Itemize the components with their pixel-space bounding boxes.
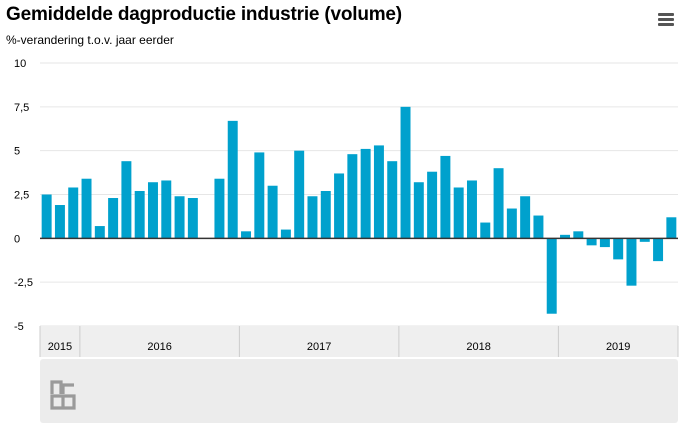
bar	[68, 187, 79, 239]
hamburger-menu-icon[interactable]	[656, 10, 676, 28]
bar	[54, 205, 65, 239]
bar	[147, 182, 158, 239]
bar	[373, 145, 384, 239]
y-tick-label: 7,5	[14, 102, 29, 114]
bar	[81, 178, 92, 239]
x-axis-band	[39, 326, 679, 357]
bar	[413, 182, 424, 239]
bar	[506, 208, 517, 239]
chart-subtitle: %-verandering t.o.v. jaar eerder	[6, 33, 174, 47]
bar	[653, 238, 664, 262]
bar	[440, 155, 451, 239]
bar	[480, 222, 491, 239]
x-year-label: 2015	[48, 341, 72, 353]
chart-title: Gemiddelde dagproductie industrie (volum…	[6, 4, 402, 25]
bar	[174, 196, 185, 239]
bar	[307, 196, 318, 239]
bar	[347, 154, 358, 239]
bars	[41, 106, 677, 314]
cbs-logo-icon	[50, 380, 76, 410]
bar	[493, 168, 504, 239]
x-year-label: 2017	[307, 341, 331, 353]
bar	[121, 161, 132, 239]
bar	[387, 161, 398, 239]
x-year-label: 2019	[606, 341, 630, 353]
bar	[294, 150, 305, 239]
bar	[254, 152, 265, 239]
bar	[533, 215, 544, 239]
bar	[41, 194, 52, 239]
bar	[267, 185, 278, 239]
bar	[546, 238, 557, 314]
bar	[360, 148, 371, 239]
y-tick-label: 5	[14, 146, 20, 158]
y-tick-label: 10	[14, 58, 26, 70]
bar	[94, 226, 105, 239]
bar	[241, 231, 252, 239]
y-tick-label: -5	[14, 321, 24, 333]
bar	[586, 238, 597, 246]
bar	[187, 198, 198, 239]
bar	[466, 180, 477, 239]
bar	[639, 238, 650, 242]
bar	[626, 238, 637, 286]
range-navigator[interactable]	[40, 359, 678, 423]
bar	[280, 229, 291, 239]
bar	[400, 106, 411, 239]
bar	[520, 196, 531, 239]
bar	[573, 231, 584, 239]
bar	[227, 120, 238, 239]
y-tick-label: 2,5	[14, 190, 29, 202]
y-tick-label: 0	[14, 233, 20, 245]
bar	[613, 238, 624, 260]
x-axis-band-bg	[40, 326, 678, 357]
x-axis-year-labels: 2015 2016 2017 2018 2019	[48, 341, 631, 353]
bar	[320, 190, 331, 239]
bar	[666, 217, 677, 239]
bar	[599, 238, 610, 248]
x-year-label: 2016	[147, 341, 171, 353]
bar	[560, 234, 571, 239]
y-axis-labels: 10 7,5 5 2,5 0 -2,5 -5	[14, 58, 33, 333]
y-tick-label: -2,5	[14, 277, 33, 289]
bar	[214, 178, 225, 239]
bar	[334, 173, 345, 239]
bar	[161, 180, 172, 239]
bar	[108, 198, 119, 239]
bar	[453, 187, 464, 239]
bar	[134, 190, 145, 239]
x-year-label: 2018	[466, 341, 490, 353]
bar	[427, 171, 438, 239]
